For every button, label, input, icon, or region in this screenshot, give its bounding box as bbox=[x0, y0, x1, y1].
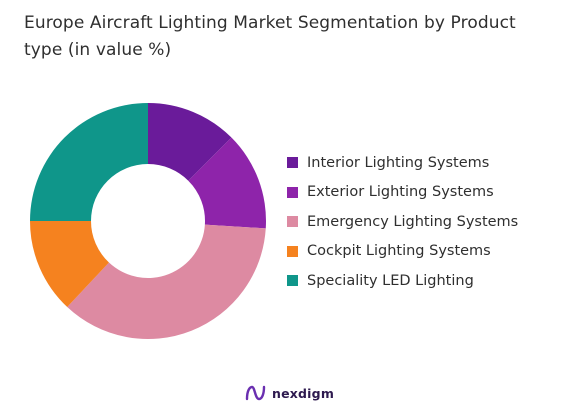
brand-name: nexdigm bbox=[272, 385, 335, 401]
legend-label: Interior Lighting Systems bbox=[307, 154, 490, 171]
legend-item-cockpit[interactable]: Cockpit Lighting Systems bbox=[287, 237, 518, 267]
chart-title: Europe Aircraft Lighting Market Segmenta… bbox=[24, 13, 516, 60]
legend-label: Emergency Lighting Systems bbox=[307, 213, 519, 230]
chart-legend: Interior Lighting Systems Exterior Light… bbox=[287, 148, 518, 296]
legend-swatch bbox=[287, 157, 298, 169]
legend-label: Speciality LED Lighting bbox=[307, 272, 474, 289]
legend-item-emergency[interactable]: Emergency Lighting Systems bbox=[287, 207, 518, 237]
donut-slice-speciality-led-lighting[interactable] bbox=[30, 103, 148, 221]
legend-label: Exterior Lighting Systems bbox=[307, 184, 494, 201]
legend-label: Cockpit Lighting Systems bbox=[307, 243, 491, 260]
legend-item-speciality-led[interactable]: Speciality LED Lighting bbox=[287, 266, 518, 296]
donut-slice-emergency-lighting-systems[interactable] bbox=[67, 224, 266, 339]
nexdigm-logo-icon bbox=[245, 385, 266, 401]
legend-item-interior[interactable]: Interior Lighting Systems bbox=[287, 148, 518, 178]
donut-slice-interior-lighting-systems[interactable] bbox=[148, 103, 232, 181]
legend-swatch bbox=[287, 216, 298, 228]
legend-swatch bbox=[287, 275, 298, 287]
donut-slice-cockpit-lighting-systems[interactable] bbox=[30, 221, 109, 308]
brand-logo: nexdigm bbox=[245, 384, 334, 402]
legend-item-exterior[interactable]: Exterior Lighting Systems bbox=[287, 178, 518, 208]
legend-swatch bbox=[287, 186, 298, 198]
legend-swatch bbox=[287, 245, 298, 257]
donut-slice-exterior-lighting-systems[interactable] bbox=[188, 137, 266, 229]
